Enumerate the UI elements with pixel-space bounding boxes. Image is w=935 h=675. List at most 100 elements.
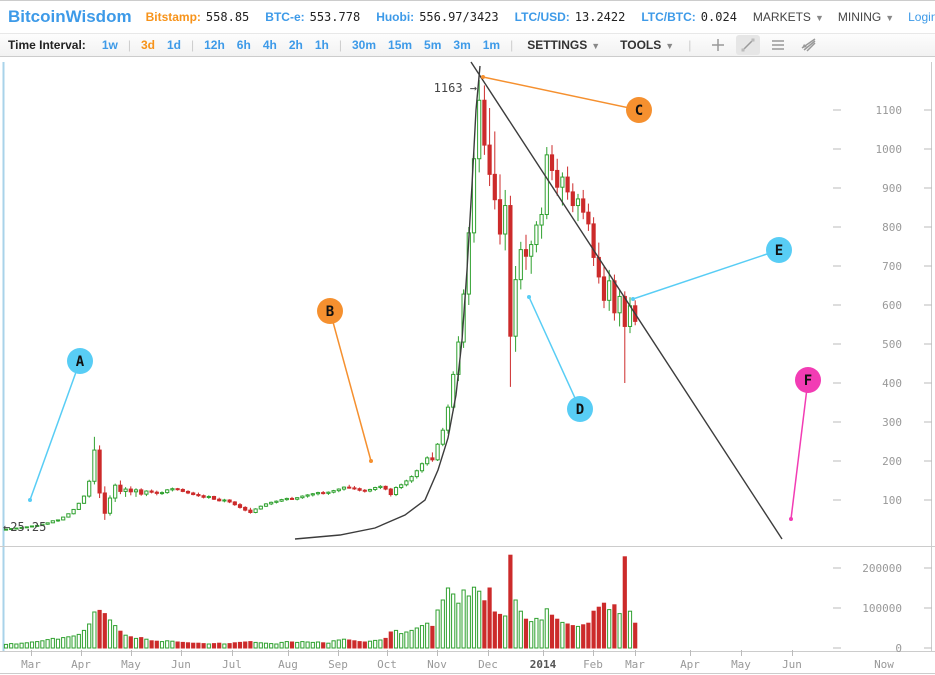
candle-body: [627, 305, 633, 327]
chevron-down-icon: ▼: [665, 41, 675, 51]
annotation-marker-c: [626, 97, 652, 123]
candle-body: [404, 480, 409, 486]
volume-bar: [341, 638, 347, 649]
volume-bar: [419, 625, 425, 649]
volume-bar: [24, 642, 29, 649]
candle-body: [367, 488, 373, 492]
volume-bar: [191, 642, 196, 649]
annotation-marker-a: [67, 348, 93, 374]
axis-label: 700: [882, 260, 902, 273]
ticker-huobi: Huobi: 556.97/3423: [376, 10, 498, 24]
volume-bar: [263, 642, 269, 649]
interval-1h[interactable]: 1h: [314, 38, 329, 52]
candle-body: [243, 506, 248, 511]
interval-3m[interactable]: 3m: [453, 38, 471, 52]
candle-body: [419, 463, 425, 472]
candle-body: [508, 205, 513, 337]
tools-menu[interactable]: TOOLS ▼: [620, 38, 674, 52]
volume-bar: [29, 641, 35, 649]
annotation-target-dot: [631, 297, 635, 301]
candle-body: [518, 249, 523, 281]
volume-bar: [102, 613, 107, 649]
month-label: Feb: [583, 658, 603, 671]
markets-menu-label: MARKETS: [752, 10, 811, 24]
candle-body: [227, 499, 232, 503]
volume-bar: [269, 643, 274, 649]
candle-body: [373, 487, 378, 490]
header-right: MARKETS▼ MINING▼ Login or Reg: [753, 10, 935, 24]
volume-bar: [92, 611, 97, 649]
annotation-letter: F: [804, 373, 812, 389]
candle-body: [211, 495, 217, 500]
volume-bar: [217, 642, 222, 649]
candle-body: [440, 429, 445, 445]
interval-1w[interactable]: 1w: [101, 38, 118, 52]
ticker-value: 558.85: [205, 10, 250, 24]
candle-body: [565, 176, 570, 193]
interval-12h[interactable]: 12h: [204, 38, 225, 52]
trendline-tool-icon: [741, 38, 755, 52]
volume-bar: [201, 643, 206, 649]
markets-menu[interactable]: MARKETS ▼: [753, 10, 824, 24]
volume-bar: [123, 634, 128, 649]
volume-bar: [461, 589, 466, 649]
axis-label: 400: [882, 377, 902, 390]
volume-bar: [289, 641, 295, 649]
candle-body: [310, 493, 315, 496]
chevron-down-icon: ▼: [814, 13, 824, 23]
trendline-tool-icon[interactable]: [736, 35, 761, 55]
interval-4h[interactable]: 4h: [262, 38, 277, 52]
peak-price-label: 1163 →: [434, 81, 477, 95]
candle-body: [133, 489, 139, 493]
candle-body: [253, 508, 258, 513]
candle-body: [331, 490, 336, 493]
price-chart[interactable]: 1100 1000 900 800 700 600 500 400 300 200 100 20000…: [0, 57, 935, 675]
volume-bar: [388, 631, 393, 649]
candle-body: [601, 276, 607, 301]
candle-body: [315, 492, 321, 495]
candle-body: [222, 499, 227, 502]
volume-bar: [471, 586, 477, 649]
axis-label: 0: [895, 642, 902, 655]
interval-2h[interactable]: 2h: [288, 38, 303, 52]
candle-body: [92, 449, 97, 482]
time-interval-label: Time Interval:: [8, 38, 86, 52]
candle-body: [414, 470, 419, 478]
interval-1m[interactable]: 1m: [482, 38, 501, 52]
interval-5m[interactable]: 5m: [424, 38, 442, 52]
volume-bar: [133, 637, 139, 649]
interval-6h[interactable]: 6h: [236, 38, 251, 52]
volume-bar: [633, 622, 638, 649]
volume-bar: [305, 641, 310, 649]
interval-30m[interactable]: 30m: [351, 38, 377, 52]
month-label: May: [121, 658, 141, 671]
candle-body: [196, 494, 201, 497]
candle-body: [35, 524, 40, 527]
candle-body: [383, 485, 388, 490]
candle-body: [326, 491, 331, 494]
horizontal-lines-icon[interactable]: [766, 35, 790, 55]
volume-series: [3, 554, 638, 649]
mining-menu[interactable]: MINING ▼: [838, 10, 894, 24]
ticker-value: 553.778: [309, 10, 361, 24]
annotation-letter: A: [76, 354, 85, 370]
settings-menu[interactable]: SETTINGS ▼: [527, 38, 600, 52]
crosshair-icon[interactable]: [706, 35, 730, 55]
candle-body: [24, 526, 29, 529]
login-link[interactable]: Login: [908, 10, 935, 24]
interval-15m[interactable]: 15m: [388, 38, 413, 52]
interval-1d[interactable]: 1d: [166, 38, 181, 52]
candle-body: [321, 492, 326, 495]
volume-bar: [295, 641, 300, 649]
interval-3d[interactable]: 3d: [140, 38, 155, 52]
month-label: Sep: [328, 658, 348, 671]
fan-lines-icon[interactable]: [796, 35, 820, 55]
candle-body: [102, 492, 107, 514]
candle-body: [482, 99, 487, 146]
annotation-marker-f: [795, 367, 821, 393]
annotation-leader-line: [29, 360, 81, 501]
parabolic-trendline: [294, 65, 481, 540]
site-logo[interactable]: BitcoinWisdom: [8, 7, 132, 26]
axis-label: 1000: [876, 143, 903, 156]
candle-body: [97, 449, 102, 494]
